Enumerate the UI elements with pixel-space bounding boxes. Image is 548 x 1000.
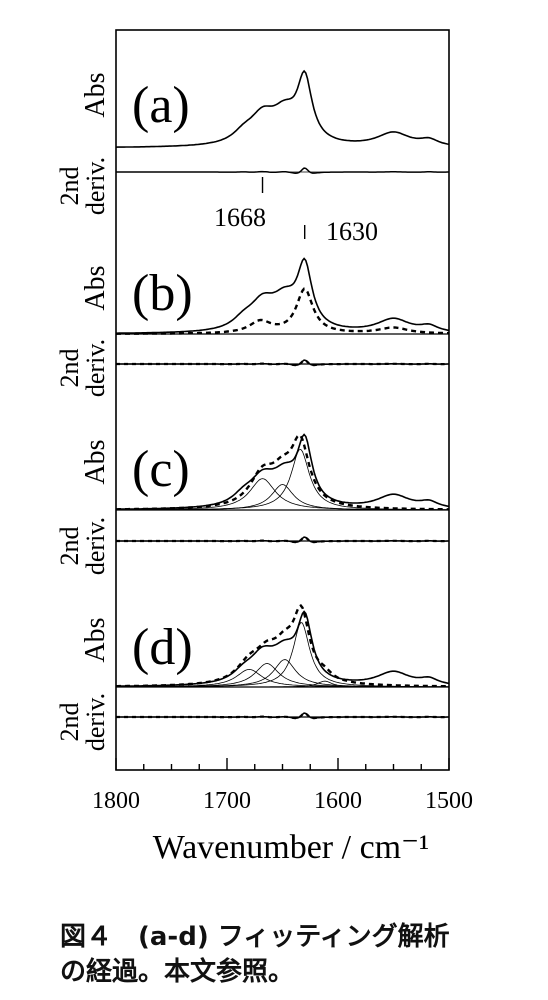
abs-spectrum-curve: [116, 610, 450, 687]
fitted-deriv-curve: [116, 536, 449, 544]
figure-chart: 1800 1700 1600 1500 (a)Abs2ndderiv.(b)Abs2n…: [55, 29, 473, 866]
deriv-axis-label-line1: 2nd: [55, 349, 84, 388]
caption-line-2: の経過。本文参照。: [60, 957, 295, 987]
fit-component-curve: [116, 680, 449, 688]
deriv-axis-label-line2: deriv.: [81, 339, 110, 397]
peak-label-1630: 1630: [326, 217, 378, 246]
x-tick-label: 1700: [203, 788, 251, 814]
fitted-deriv-curve: [116, 359, 449, 367]
fitted-deriv-curve: [116, 712, 449, 720]
spectra-panels: (a)Abs2ndderiv.(b)Abs2ndderiv.(c)Abs2ndd…: [55, 69, 450, 751]
x-axis-label: Wavenumber / cm⁻¹: [153, 829, 430, 866]
abs-spectrum-curve: [116, 257, 450, 334]
deriv-axis-label-line1: 2nd: [55, 167, 84, 206]
deriv-axis-label-line1: 2nd: [55, 703, 84, 742]
deriv-axis-label-line2: deriv.: [81, 157, 110, 215]
figure-caption: 図４ (a-d) フィッティング解析 の経過。本文参照。: [60, 920, 500, 990]
x-tick-label: 1600: [314, 788, 362, 814]
peak-annotations: 1668 1630: [214, 177, 378, 246]
x-tick-label: 1800: [92, 788, 140, 814]
x-axis: 1800 1700 1600 1500: [92, 758, 473, 814]
abs-axis-label: Abs: [80, 439, 111, 484]
abs-axis-label: Abs: [80, 72, 111, 117]
x-tick-label: 1500: [425, 788, 473, 814]
peak-label-1668: 1668: [214, 203, 266, 232]
panel-label: (c): [132, 441, 190, 498]
panel-label: (a): [132, 77, 190, 134]
abs-axis-label: Abs: [80, 265, 111, 310]
panel-label: (d): [132, 619, 193, 676]
deriv-spectrum-curve: [116, 167, 449, 174]
panel-label: (b): [132, 265, 193, 322]
deriv-axis-label-line2: deriv.: [81, 693, 110, 751]
abs-spectrum-curve: [116, 433, 450, 510]
deriv-axis-label-line1: 2nd: [55, 527, 84, 566]
fitted-abs-curve: [115, 287, 450, 335]
deriv-axis-label-line2: deriv.: [81, 517, 110, 575]
abs-axis-label: Abs: [80, 617, 111, 662]
abs-spectrum-curve: [115, 69, 450, 148]
caption-line-1: 図４ (a-d) フィッティング解析: [60, 922, 450, 952]
